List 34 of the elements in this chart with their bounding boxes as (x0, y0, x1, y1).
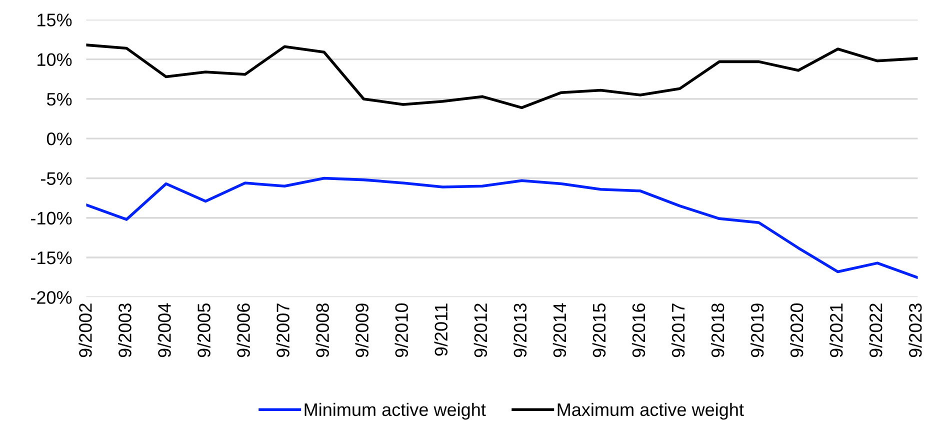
y-tick-label: -5% (41, 172, 72, 185)
x-tick-label: 9/2017 (671, 304, 685, 358)
y-tick-label: -20% (30, 291, 72, 304)
x-tick-label: 9/2016 (632, 304, 646, 358)
x-tick-label: 9/2023 (908, 304, 922, 358)
x-tick-label: 9/2020 (790, 303, 804, 358)
y-tick-label: 15% (38, 14, 72, 26)
legend-label: Minimum active weight (304, 402, 486, 420)
x-tick-label: 9/2009 (355, 304, 368, 358)
x-tick-label: 9/2021 (829, 304, 843, 358)
x-tick-label: 9/2022 (869, 304, 882, 358)
x-tick-label: 9/2010 (394, 303, 408, 358)
x-tick-label: 9/2011 (434, 304, 448, 356)
y-tick-label: -10% (30, 212, 72, 225)
x-tick-label: 9/2014 (552, 303, 566, 358)
x-tick-label: 9/2013 (513, 304, 527, 358)
y-tick-label: 5% (46, 92, 72, 106)
y-tick-label: -15% (30, 252, 72, 264)
x-tick-label: 9/2018 (710, 303, 724, 358)
x-tick-label: 9/2006 (236, 304, 250, 358)
x-tick-label: 9/2008 (316, 303, 329, 358)
legend-label: Maximum active weight (558, 402, 744, 420)
x-tick-label: 9/2012 (474, 304, 488, 358)
x-tick-label: 9/2015 (592, 303, 606, 358)
x-tick-label: 9/2004 (158, 303, 171, 358)
x-tick-label: 9/2003 (118, 304, 132, 358)
line-series (86, 176, 918, 279)
y-tick-label: 0% (46, 132, 72, 146)
x-tick-label: 9/2005 (197, 303, 210, 358)
y-tick-label: 10% (38, 53, 72, 66)
x-tick-label: 9/2019 (750, 304, 764, 358)
x-tick-label: 9/2002 (78, 304, 92, 358)
line-series (86, 44, 918, 110)
x-tick-label: 9/2007 (276, 304, 290, 358)
